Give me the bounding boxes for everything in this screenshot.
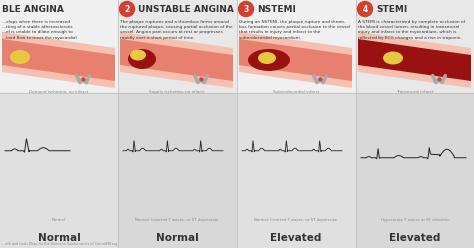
Text: A STEMI is characterized by complete occlusion of
the blood vessel lumen, result: A STEMI is characterized by complete occ… — [358, 20, 465, 40]
Text: Normal: Normal — [52, 218, 66, 222]
Text: ...ath and Leah Zhao for the Sirens to Scrubs series of CanadEM.org: ...ath and Leah Zhao for the Sirens to S… — [2, 242, 117, 246]
Polygon shape — [120, 32, 233, 88]
Text: UNSTABLE ANGINA: UNSTABLE ANGINA — [138, 4, 234, 13]
Text: STEMI: STEMI — [376, 4, 407, 13]
Ellipse shape — [383, 52, 403, 64]
Circle shape — [357, 1, 373, 17]
Text: Normal: Normal — [37, 233, 81, 243]
Polygon shape — [120, 39, 233, 81]
Bar — [237, 0, 355, 248]
Text: Normal, Inverted T waves, or ST depression: Normal, Inverted T waves, or ST depressi… — [255, 218, 337, 222]
Ellipse shape — [258, 52, 276, 64]
Text: 4: 4 — [363, 4, 368, 13]
Bar — [237, 93, 355, 248]
Text: The plaque ruptures and a thrombus forms around
the ruptured plaque, causing par: The plaque ruptures and a thrombus forms… — [120, 20, 233, 40]
Bar — [0, 93, 118, 248]
Bar — [118, 0, 236, 248]
Text: Transmural infarct: Transmural infarct — [396, 90, 434, 94]
Text: Supply ischemia, no infarct: Supply ischemia, no infarct — [149, 90, 205, 94]
Text: BLE ANGINA: BLE ANGINA — [2, 4, 64, 13]
Text: NSTEMI: NSTEMI — [257, 4, 296, 13]
Circle shape — [119, 1, 135, 17]
Text: During an NSTEMI, the plaque rupture and throm-
bus formation causes partial occ: During an NSTEMI, the plaque rupture and… — [239, 20, 350, 40]
Bar — [356, 93, 474, 248]
Text: Demand ischemia, no infarct: Demand ischemia, no infarct — [29, 90, 89, 94]
Polygon shape — [358, 39, 471, 81]
Bar — [356, 0, 474, 248]
Text: 3: 3 — [243, 4, 249, 13]
Bar — [118, 93, 236, 248]
Circle shape — [238, 1, 254, 17]
Ellipse shape — [248, 49, 290, 71]
Text: ...elops when there is increased
...tting of a stable atherosclerotic
...el is u: ...elops when there is increased ...ttin… — [2, 20, 77, 40]
Ellipse shape — [10, 50, 30, 64]
Text: Elevated: Elevated — [389, 233, 441, 243]
Polygon shape — [2, 39, 115, 81]
Polygon shape — [2, 32, 115, 88]
Text: Subendocardial infarct: Subendocardial infarct — [273, 90, 319, 94]
Polygon shape — [358, 32, 471, 88]
Text: Elevated: Elevated — [270, 233, 322, 243]
Ellipse shape — [128, 49, 156, 69]
Text: Hyperacute T waves or ST elevation: Hyperacute T waves or ST elevation — [381, 218, 449, 222]
Ellipse shape — [130, 50, 146, 61]
Text: Normal, Inverted T waves, or ST depression: Normal, Inverted T waves, or ST depressi… — [135, 218, 219, 222]
Polygon shape — [239, 32, 352, 88]
Text: Normal: Normal — [155, 233, 199, 243]
Bar — [0, 0, 118, 248]
Polygon shape — [239, 39, 352, 81]
Text: 2: 2 — [124, 4, 129, 13]
